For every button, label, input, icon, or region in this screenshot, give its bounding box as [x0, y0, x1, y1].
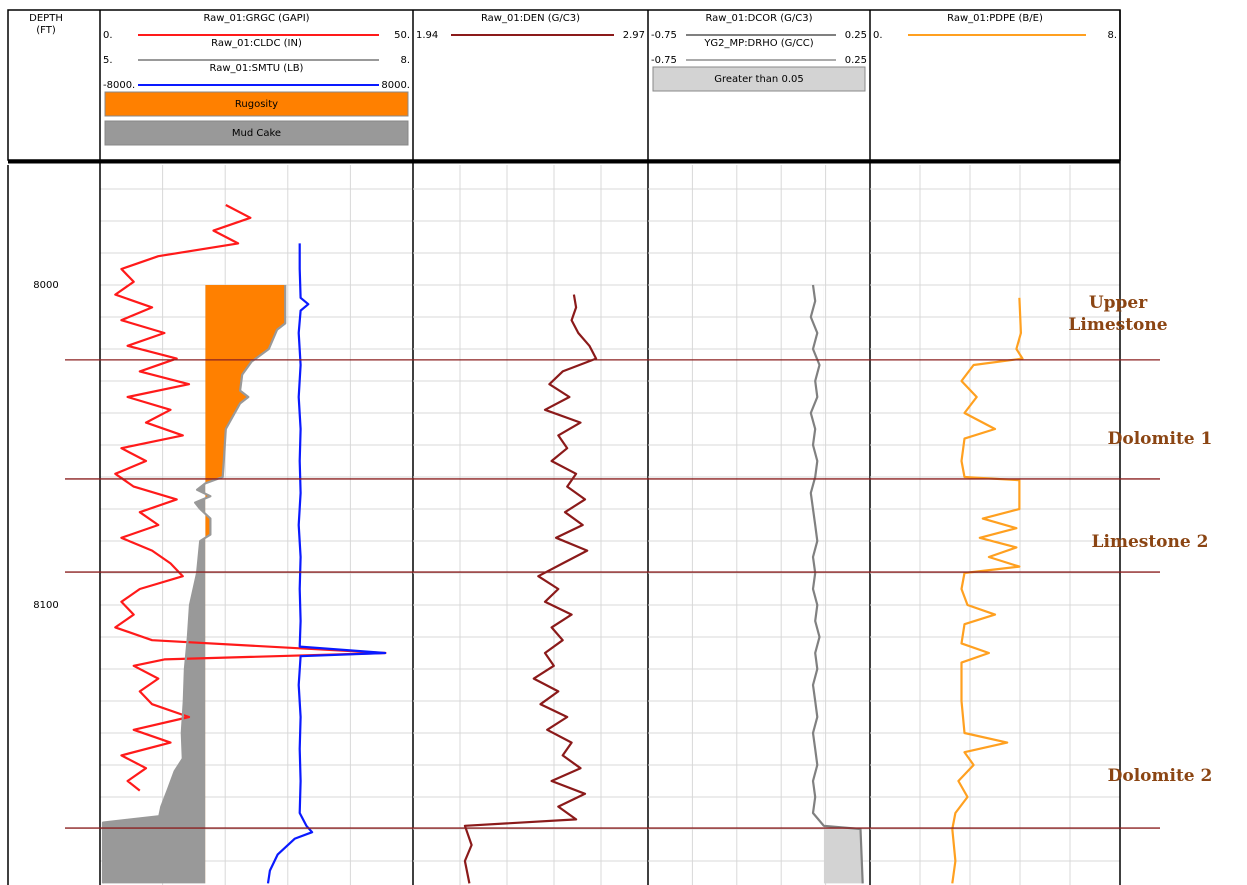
scale-max: 0.25 — [845, 55, 867, 66]
zone-label: Dolomite 1 — [1107, 429, 1213, 449]
fill-legend — [104, 91, 409, 117]
fill-area — [823, 285, 863, 884]
fill-legend — [104, 120, 409, 146]
scale-max: 8. — [1107, 30, 1117, 41]
track-3 — [951, 297, 1024, 884]
zone-label: Limestone 2 — [1091, 532, 1209, 552]
curve-name: Raw_01:DCOR (G/C3) — [705, 13, 812, 24]
curve-name: Raw_01:CLDC (IN) — [211, 38, 302, 49]
scale-max: 2.97 — [623, 30, 645, 41]
curve-name: Raw_01:DEN (G/C3) — [481, 13, 580, 24]
scale-max: 8. — [400, 55, 410, 66]
log-curve — [809, 284, 864, 884]
log-curve — [951, 297, 1024, 884]
scale-min: 5. — [103, 55, 113, 66]
scale-min: 0. — [103, 30, 113, 41]
scale-min: 0. — [873, 30, 883, 41]
depth-tick-label: 8000 — [33, 280, 58, 291]
fill-name: Mud Cake — [232, 128, 281, 139]
log-curve — [114, 204, 387, 792]
scale-max: 8000. — [381, 80, 410, 91]
log-curve — [463, 294, 598, 884]
track-2 — [809, 284, 864, 884]
depth-unit: (FT) — [36, 25, 56, 36]
scale-min: -0.75 — [651, 55, 677, 66]
zone-label: Upper Limestone — [1068, 293, 1168, 335]
track-1 — [463, 294, 598, 884]
fill-area — [103, 285, 206, 884]
curve-name: YG2_MP:DRHO (G/CC) — [703, 38, 813, 49]
track-0 — [101, 204, 387, 884]
scale-max: 0.25 — [845, 30, 867, 41]
zone-label: Dolomite 2 — [1107, 766, 1213, 786]
curve-name: Raw_01:PDPE (B/E) — [947, 13, 1043, 24]
scale-min: 1.94 — [416, 30, 438, 41]
depth-title: DEPTH — [29, 13, 63, 24]
log-curve — [266, 243, 387, 884]
log-curve — [101, 285, 287, 884]
scale-min: -8000. — [103, 80, 135, 91]
depth-tick-label: 8100 — [33, 600, 58, 611]
scale-min: -0.75 — [651, 30, 677, 41]
scale-max: 50. — [394, 30, 410, 41]
curve-name: Raw_01:GRGC (GAPI) — [203, 13, 309, 24]
curve-name: Raw_01:SMTU (LB) — [210, 63, 304, 74]
fill-name: Greater than 0.05 — [714, 74, 803, 85]
fill-legend — [652, 66, 866, 92]
fill-name: Rugosity — [235, 99, 278, 110]
